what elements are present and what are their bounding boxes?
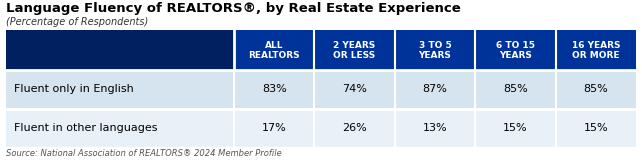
Text: 85%: 85% [584,84,608,94]
Bar [234,108,315,147]
Bar [6,70,234,108]
Text: (Percentage of Respondents): (Percentage of Respondents) [6,17,148,27]
Text: YEARS: YEARS [419,52,451,60]
Text: 15%: 15% [584,123,608,133]
Text: Fluent only in English: Fluent only in English [14,84,134,94]
Bar [555,30,636,70]
Text: 15%: 15% [503,123,528,133]
Bar [395,108,475,147]
Text: Source: National Association of REALTORS® 2024 Member Profile: Source: National Association of REALTORS… [6,149,282,158]
Bar [315,30,395,70]
Bar [395,30,475,70]
Bar [475,108,555,147]
Bar [234,30,315,70]
Text: 2 YEARS: 2 YEARS [333,40,376,49]
Bar [555,108,636,147]
Bar [475,30,555,70]
Text: ALL: ALL [265,40,284,49]
Text: 6 TO 15: 6 TO 15 [496,40,535,49]
Bar [315,70,395,108]
Text: 85%: 85% [503,84,528,94]
Bar [475,70,555,108]
Bar [234,70,315,108]
Text: 3 TO 5: 3 TO 5 [419,40,451,49]
Text: YEARS: YEARS [499,52,532,60]
Text: 17%: 17% [262,123,286,133]
Text: REALTORS: REALTORS [248,52,300,60]
Text: 16 YEARS: 16 YEARS [571,40,620,49]
Text: 26%: 26% [342,123,367,133]
Text: 83%: 83% [262,84,286,94]
Bar [6,108,234,147]
Text: OR MORE: OR MORE [572,52,620,60]
Text: Language Fluency of REALTORS®, by Real Estate Experience: Language Fluency of REALTORS®, by Real E… [6,2,461,15]
Text: 87%: 87% [422,84,447,94]
Text: 74%: 74% [342,84,367,94]
Text: OR LESS: OR LESS [333,52,376,60]
Bar [6,30,234,70]
Bar [395,70,475,108]
Bar [315,108,395,147]
Text: 13%: 13% [422,123,447,133]
Text: Fluent in other languages: Fluent in other languages [14,123,157,133]
Bar [555,70,636,108]
